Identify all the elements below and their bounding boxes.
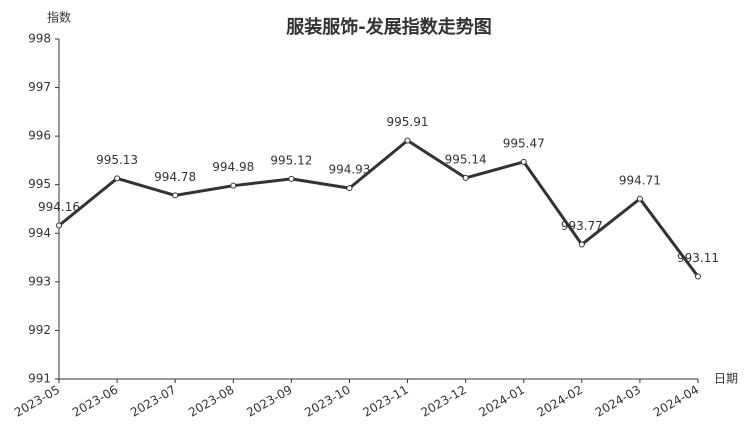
point <box>56 222 62 229</box>
y-tick-label: 996 <box>28 129 51 143</box>
data-label: 993.11 <box>677 251 719 265</box>
x-axis-label: 日期 <box>714 372 738 386</box>
data-label: 994.78 <box>154 170 196 184</box>
x-tick-label: 2024-03 <box>593 383 643 420</box>
data-label: 995.13 <box>96 153 138 167</box>
data-label: 995.14 <box>445 152 487 166</box>
x-tick-label: 2024-01 <box>477 383 527 420</box>
x-tick-label: 2023-05 <box>12 383 62 420</box>
y-tick-label: 998 <box>28 32 51 46</box>
point <box>172 192 179 199</box>
x-tick-label: 2023-11 <box>360 383 410 420</box>
y-tick-label: 992 <box>28 323 51 337</box>
point <box>346 185 353 192</box>
point <box>288 175 295 182</box>
y-tick-label: 991 <box>28 372 51 386</box>
y-axis-label: 指数 <box>47 10 71 25</box>
point <box>520 158 527 165</box>
x-tick-label: 2023-06 <box>70 383 120 420</box>
x-tick-label: 2024-02 <box>535 383 585 420</box>
x-tick-label: 2024-04 <box>651 383 701 420</box>
data-label: 994.98 <box>212 160 254 174</box>
data-label: 993.77 <box>561 219 603 233</box>
point <box>114 175 121 182</box>
y-tick-label: 995 <box>28 177 51 191</box>
data-label: 995.47 <box>503 136 545 150</box>
data-label: 995.91 <box>387 115 429 129</box>
data-label: 994.93 <box>328 163 370 177</box>
y-tick-label: 993 <box>28 274 51 288</box>
point <box>230 182 237 189</box>
x-tick-label: 2023-12 <box>418 383 468 420</box>
point <box>636 195 643 202</box>
data-label: 994.16 <box>38 200 80 214</box>
data-label: 994.71 <box>619 173 661 187</box>
point <box>404 137 411 144</box>
x-tick-label: 2023-10 <box>302 383 352 420</box>
y-tick-label: 994 <box>28 226 51 240</box>
x-tick-label: 2023-08 <box>186 383 236 420</box>
x-tick-label: 2023-07 <box>128 383 178 420</box>
y-tick-label: 997 <box>28 80 51 94</box>
line <box>58 139 700 278</box>
point <box>695 273 701 280</box>
x-tick-label: 2023-09 <box>244 383 294 420</box>
data-label: 995.12 <box>270 153 312 167</box>
point <box>462 174 469 181</box>
chart-title: 服装服饰-发展指数走势图 <box>286 16 491 38</box>
point <box>578 241 585 248</box>
